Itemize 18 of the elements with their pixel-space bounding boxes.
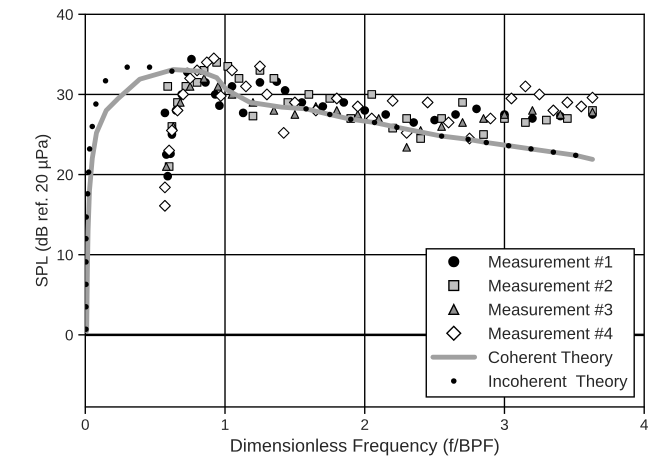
x-tick-label: 0 bbox=[82, 419, 89, 430]
legend-label: Measurement #4 bbox=[489, 328, 613, 340]
y-tick-label: 30 bbox=[57, 89, 73, 100]
x-tick-label: 2 bbox=[361, 419, 368, 430]
legend-label: Incoherent Theory bbox=[489, 374, 628, 390]
legend-label: Measurement #1 bbox=[489, 256, 612, 268]
legend-label: Measurement #3 bbox=[489, 304, 612, 316]
legend-label: Measurement #2 bbox=[489, 280, 612, 292]
x-axis-title: Dimensionless Frequency (f/BPF) bbox=[231, 438, 499, 456]
y-tick-label: 40 bbox=[56, 9, 73, 20]
y-tick-label: 0 bbox=[66, 330, 73, 341]
legend-label: Coherent Theory bbox=[488, 350, 613, 366]
y-tick-label: 20 bbox=[57, 169, 73, 180]
x-tick-label: 3 bbox=[500, 419, 508, 430]
y-axis-title: SPL (dB ref. 20 µPa) bbox=[35, 134, 51, 287]
x-tick-label: 1 bbox=[222, 419, 229, 430]
x-tick-label: 4 bbox=[640, 419, 648, 430]
y-tick-label: 10 bbox=[58, 250, 73, 260]
